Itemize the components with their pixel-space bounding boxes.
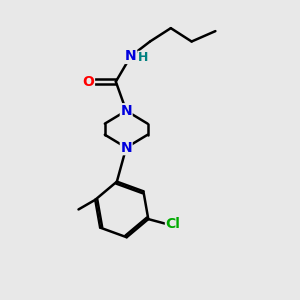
Text: H: H bbox=[138, 51, 148, 64]
Text: O: O bbox=[82, 75, 94, 88]
Text: N: N bbox=[120, 141, 132, 154]
Text: Cl: Cl bbox=[166, 217, 180, 231]
Text: N: N bbox=[120, 104, 132, 118]
Text: N: N bbox=[125, 50, 136, 63]
